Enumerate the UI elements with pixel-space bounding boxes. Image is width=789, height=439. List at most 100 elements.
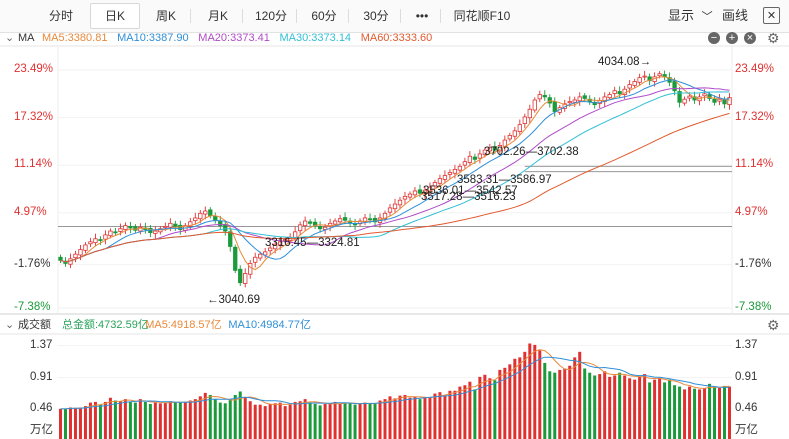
price-legend: ⌄ MA MA5:3380.81 MA10:3387.90 MA20:3373.41… bbox=[0, 29, 789, 47]
zoom-out-icon[interactable]: − bbox=[708, 32, 720, 44]
candle-body bbox=[592, 101, 597, 106]
volume-bar bbox=[403, 394, 407, 439]
y-tick-left: 11.14% bbox=[14, 158, 53, 171]
ma-line-20 bbox=[60, 87, 730, 263]
settings-gear-icon[interactable]: ⚙ bbox=[767, 317, 780, 333]
volume-bar bbox=[528, 343, 532, 439]
volume-bar bbox=[253, 404, 257, 439]
candle-body bbox=[302, 220, 308, 227]
candle-body bbox=[702, 93, 707, 97]
volume-bar bbox=[633, 379, 637, 439]
indicator-title[interactable]: 成交额 bbox=[18, 319, 51, 331]
candle-body bbox=[557, 107, 562, 113]
tab-1[interactable]: 日K bbox=[90, 3, 140, 29]
candle-body bbox=[462, 161, 468, 166]
candle-body bbox=[233, 246, 238, 271]
volume-bar bbox=[663, 382, 667, 439]
candle-body bbox=[602, 96, 607, 102]
candle-body bbox=[347, 220, 353, 223]
draw-line-button[interactable]: 画线 bbox=[722, 8, 749, 23]
volume-bar bbox=[613, 375, 617, 439]
volume-bar bbox=[198, 396, 202, 439]
volume-bar bbox=[648, 382, 652, 439]
volume-bar bbox=[413, 397, 417, 439]
close-indicator-icon[interactable]: × bbox=[744, 32, 756, 44]
candle-body bbox=[482, 149, 488, 156]
candle-body bbox=[682, 98, 687, 104]
zoom-in-icon[interactable]: + bbox=[726, 32, 738, 44]
volume-bar bbox=[443, 394, 447, 439]
candle-body bbox=[322, 226, 328, 230]
candle-body bbox=[377, 217, 383, 223]
candle-body bbox=[657, 73, 662, 77]
candle-body bbox=[93, 238, 98, 244]
collapse-icon[interactable]: ⌄ bbox=[5, 32, 15, 44]
tab-separator bbox=[190, 9, 191, 23]
candle-body bbox=[427, 186, 433, 192]
volume-bar bbox=[68, 407, 72, 439]
candle-body bbox=[522, 116, 527, 124]
collapse-icon[interactable]: ⌄ bbox=[5, 319, 15, 331]
tab-8[interactable]: 同花顺F10 bbox=[453, 9, 511, 23]
candle-body bbox=[517, 124, 522, 133]
settings-gear-icon[interactable]: ⚙ bbox=[767, 30, 780, 46]
candle-body bbox=[213, 216, 218, 221]
volume-bar bbox=[103, 401, 107, 439]
volume-bar bbox=[703, 388, 707, 439]
candle-body bbox=[612, 90, 617, 94]
candle-body bbox=[572, 99, 577, 103]
volume-bar bbox=[708, 383, 712, 439]
candle-body bbox=[437, 178, 443, 184]
volume-bar bbox=[728, 386, 732, 439]
candle-body bbox=[268, 247, 273, 252]
price-annotation: 3702.26—3702.38 bbox=[484, 146, 579, 158]
volume-bar bbox=[513, 358, 517, 439]
tab-4[interactable]: 120分 bbox=[254, 9, 288, 23]
candle-body bbox=[607, 94, 612, 99]
candle-body bbox=[502, 139, 507, 147]
candle-body bbox=[372, 217, 378, 223]
candle-body bbox=[263, 251, 268, 256]
legend-item: MA5:4918.57亿 bbox=[145, 319, 222, 331]
candle-body bbox=[312, 221, 318, 227]
volume-bar bbox=[588, 372, 592, 439]
candle-body bbox=[283, 239, 288, 242]
tab-6[interactable]: 30分 bbox=[363, 9, 389, 23]
volume-bar bbox=[603, 371, 607, 439]
display-menu[interactable]: 显示 ﹀ bbox=[668, 4, 713, 28]
candle-body bbox=[402, 195, 408, 200]
candle-body bbox=[677, 91, 682, 103]
tab-0[interactable]: 分时 bbox=[48, 9, 73, 23]
candle-body bbox=[332, 220, 338, 225]
legend-item: MA10:4984.77亿 bbox=[228, 319, 311, 331]
volume-bar bbox=[338, 404, 342, 439]
volume-bar bbox=[653, 379, 657, 439]
y-tick-left: -1.76% bbox=[14, 257, 51, 270]
candle-body bbox=[707, 94, 712, 99]
close-icon[interactable]: ✕ bbox=[763, 7, 780, 24]
tab-7[interactable]: ••• bbox=[415, 9, 429, 23]
tab-2[interactable]: 周K bbox=[155, 9, 176, 23]
candle-body bbox=[68, 258, 73, 265]
indicator-title[interactable]: MA bbox=[18, 32, 35, 44]
candle-body bbox=[477, 153, 483, 159]
candle-body bbox=[447, 172, 453, 175]
volume-bar bbox=[313, 404, 317, 439]
volume-bar bbox=[563, 368, 567, 439]
volume-bar bbox=[568, 365, 572, 439]
volume-bar bbox=[558, 369, 562, 439]
volume-bar bbox=[98, 404, 102, 439]
candle-body bbox=[452, 168, 458, 174]
candle-body bbox=[342, 217, 348, 221]
volume-tick-left: 0.91 bbox=[30, 370, 53, 383]
legend-item: MA30:3373.14 bbox=[279, 32, 352, 44]
tab-5[interactable]: 60分 bbox=[311, 9, 337, 23]
volume-bar bbox=[118, 401, 122, 439]
volume-bar bbox=[73, 408, 77, 439]
volume-bar bbox=[468, 381, 472, 439]
candle-body bbox=[637, 77, 642, 83]
y-tick-right: 4.97% bbox=[735, 205, 768, 218]
tab-3[interactable]: 月K bbox=[207, 9, 228, 23]
volume-bar bbox=[328, 403, 332, 439]
candle-body bbox=[672, 80, 677, 92]
